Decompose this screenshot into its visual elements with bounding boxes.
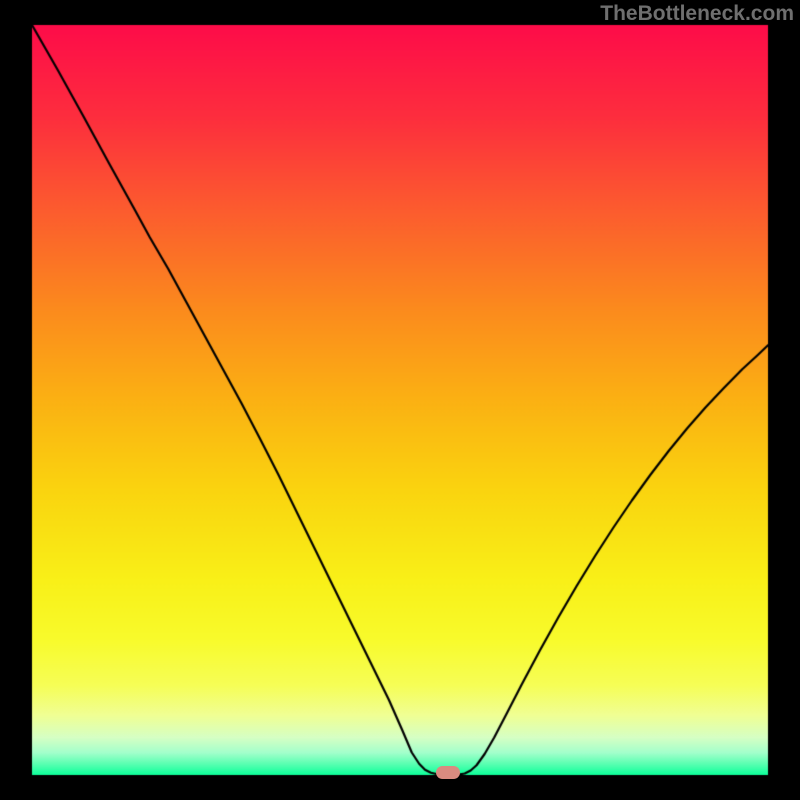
watermark-text: TheBottleneck.com (600, 2, 794, 26)
bottleneck-chart-canvas (0, 0, 800, 800)
bottleneck-marker (436, 766, 460, 779)
